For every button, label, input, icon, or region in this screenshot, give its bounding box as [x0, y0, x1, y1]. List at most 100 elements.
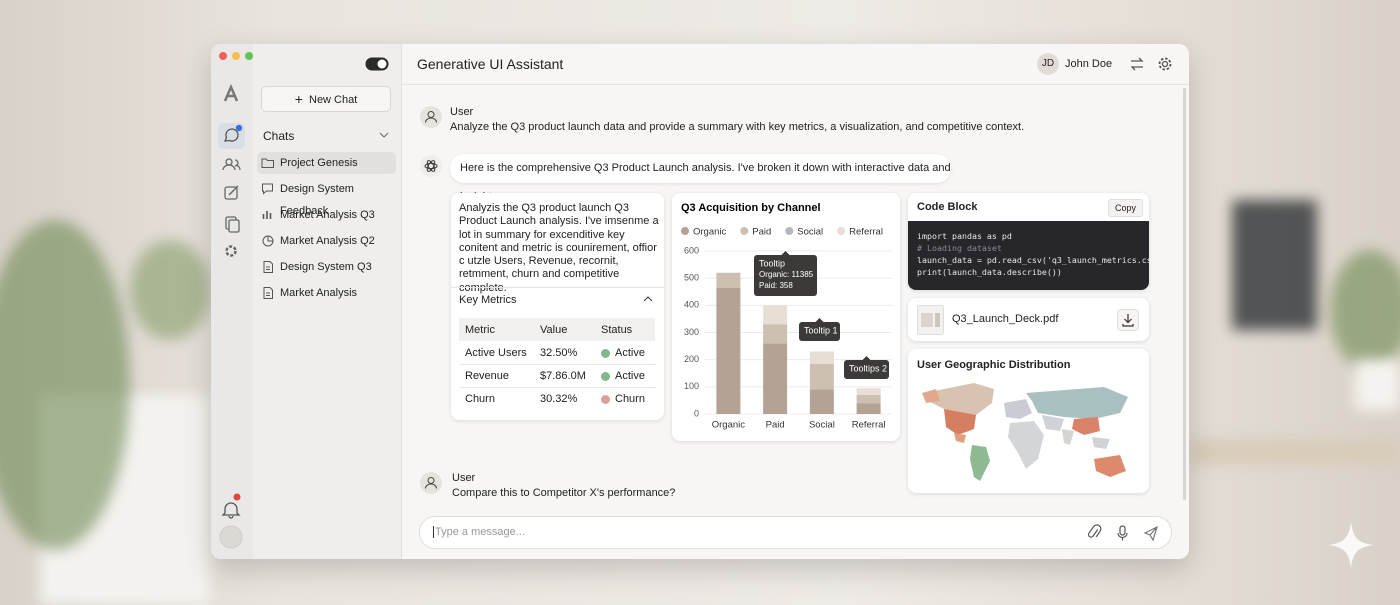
chat-title: Market Analysis	[280, 287, 358, 299]
user-icon	[420, 472, 442, 494]
chat-item[interactable]: Design System Feedback	[257, 178, 396, 217]
chat-title: Design System Feedback	[280, 183, 354, 217]
bar-segment	[716, 272, 741, 288]
table-header	[459, 318, 655, 341]
bar-segment	[809, 363, 834, 390]
input-icons[interactable]	[1087, 524, 1165, 542]
collapse[interactable]	[643, 295, 653, 303]
divider	[451, 287, 664, 288]
tooltip-text: Organic: 11385	[759, 270, 814, 279]
message-author: User	[450, 106, 474, 118]
table-cell: Churn	[615, 393, 645, 405]
status-dot	[601, 349, 610, 358]
row-divider	[459, 387, 655, 388]
assistant-icon	[420, 155, 442, 177]
chart-card: Q3 Acquisition by Channel 0 100 200 300 400 5…	[672, 193, 900, 441]
chat-icon	[262, 211, 272, 219]
code-lines: import pandas as pd # Loading dataset laun…	[917, 230, 1149, 278]
chat-item[interactable]: Market Analysis Q2	[257, 230, 396, 252]
legend-label: Organic	[693, 227, 727, 238]
summary-text: Analyzis the Q3 product launch Q3 Produc…	[459, 202, 659, 294]
sidebar: + New Chat Chats Project Genesis Design S…	[253, 44, 402, 559]
tooltip-text: Tooltip 1	[804, 325, 838, 335]
file-card: Q3_Launch_Deck.pdf	[908, 298, 1149, 341]
chats-heading: Chats	[263, 129, 295, 143]
status-dot	[601, 395, 610, 404]
app-window: + New Chat Chats Project Genesis Design S…	[211, 44, 1189, 559]
table-cell: Active	[615, 347, 645, 359]
bar-segment	[763, 324, 788, 344]
bg-monitor	[1232, 200, 1317, 330]
code-card: Code Block Copy import pandas as pd # Loa…	[908, 193, 1149, 290]
y-tick-label: 500	[684, 273, 699, 283]
bar-segment	[809, 351, 834, 364]
y-tick-label: 0	[694, 408, 699, 418]
key-metrics-title: Key Metrics	[459, 294, 517, 306]
chat-item[interactable]: Design System Q3	[257, 256, 396, 278]
chat-title: Project Genesis	[280, 157, 358, 169]
message-input[interactable]: Type a message...	[419, 516, 1172, 549]
bar-segment	[856, 403, 881, 414]
chat-icon	[261, 158, 274, 168]
scrollbar[interactable]	[1183, 88, 1186, 500]
download[interactable]	[1117, 309, 1139, 331]
chat-title: Market Analysis Q2	[280, 235, 375, 247]
chat-item[interactable]: Market Analysis Q3	[257, 204, 396, 226]
input-placeholder: Type a message...	[433, 526, 525, 538]
tooltip-box	[799, 322, 840, 341]
chat-item[interactable]: Project Genesis	[257, 152, 396, 174]
code-line: print(launch_data.describe())	[917, 267, 1062, 277]
bar-segment	[856, 388, 881, 395]
user-icon	[420, 106, 442, 128]
chat-title: Design System Q3	[280, 261, 372, 273]
bar-segment	[856, 394, 881, 404]
new-chat-button[interactable]: + New Chat	[261, 86, 391, 112]
x-tick-label: Paid	[766, 420, 785, 431]
world-map	[922, 383, 1128, 481]
row-divider	[459, 364, 655, 365]
avatar: JD	[1037, 53, 1059, 75]
table-cell: Active Users	[465, 347, 527, 359]
legend-label: Social	[797, 227, 823, 238]
x-tick-label: Organic	[712, 420, 746, 431]
chart-title: Q3 Acquisition by Channel	[681, 202, 821, 214]
code-line: # Loading dataset	[917, 243, 1002, 253]
toggle[interactable]	[365, 57, 389, 71]
y-tick-label: 400	[684, 300, 699, 310]
chat-icon	[262, 235, 274, 247]
file-name: Q3_Launch_Deck.pdf	[952, 313, 1059, 325]
table-cell: Churn	[465, 393, 495, 405]
legend-swatch	[740, 227, 749, 235]
legend-swatch	[785, 227, 794, 235]
bg-plant-2	[130, 240, 210, 340]
table-header-cell: Metric	[465, 324, 495, 336]
bar-segment	[716, 287, 741, 414]
legend-label: Referral	[849, 227, 883, 238]
y-tick-label: 200	[684, 354, 699, 364]
table-cell: 32.50%	[540, 347, 578, 359]
bg-pot	[1355, 360, 1400, 410]
y-tick-label: 100	[684, 381, 699, 391]
user-name: John Doe	[1065, 58, 1113, 70]
code-line: import pandas as pd	[917, 231, 1012, 241]
message-text: Analyze the Q3 product launch data and p…	[450, 121, 1025, 133]
chat-item[interactable]: Market Analysis	[257, 282, 396, 304]
bar-segment	[763, 305, 788, 325]
header-icons[interactable]	[1129, 56, 1179, 72]
header-divider	[401, 84, 1189, 85]
x-tick-label: Social	[809, 420, 835, 431]
tooltip-box	[754, 255, 817, 296]
new-chat-label: New Chat	[309, 94, 358, 106]
chevron[interactable]	[379, 131, 389, 139]
table-header-cell: Value	[540, 324, 568, 336]
legend-swatch	[837, 227, 846, 235]
tooltip-pointer	[815, 318, 824, 322]
tooltip-text: Paid: 358	[759, 281, 793, 290]
chat-title: Market Analysis Q3	[280, 209, 375, 221]
copy-button[interactable]: Copy	[1108, 199, 1143, 217]
tooltip-text: Tooltip	[759, 258, 785, 268]
message-text: Compare this to Competitor X's performan…	[452, 487, 676, 499]
map-title: User Geographic Distribution	[917, 359, 1071, 371]
bg-desk	[1190, 440, 1400, 464]
